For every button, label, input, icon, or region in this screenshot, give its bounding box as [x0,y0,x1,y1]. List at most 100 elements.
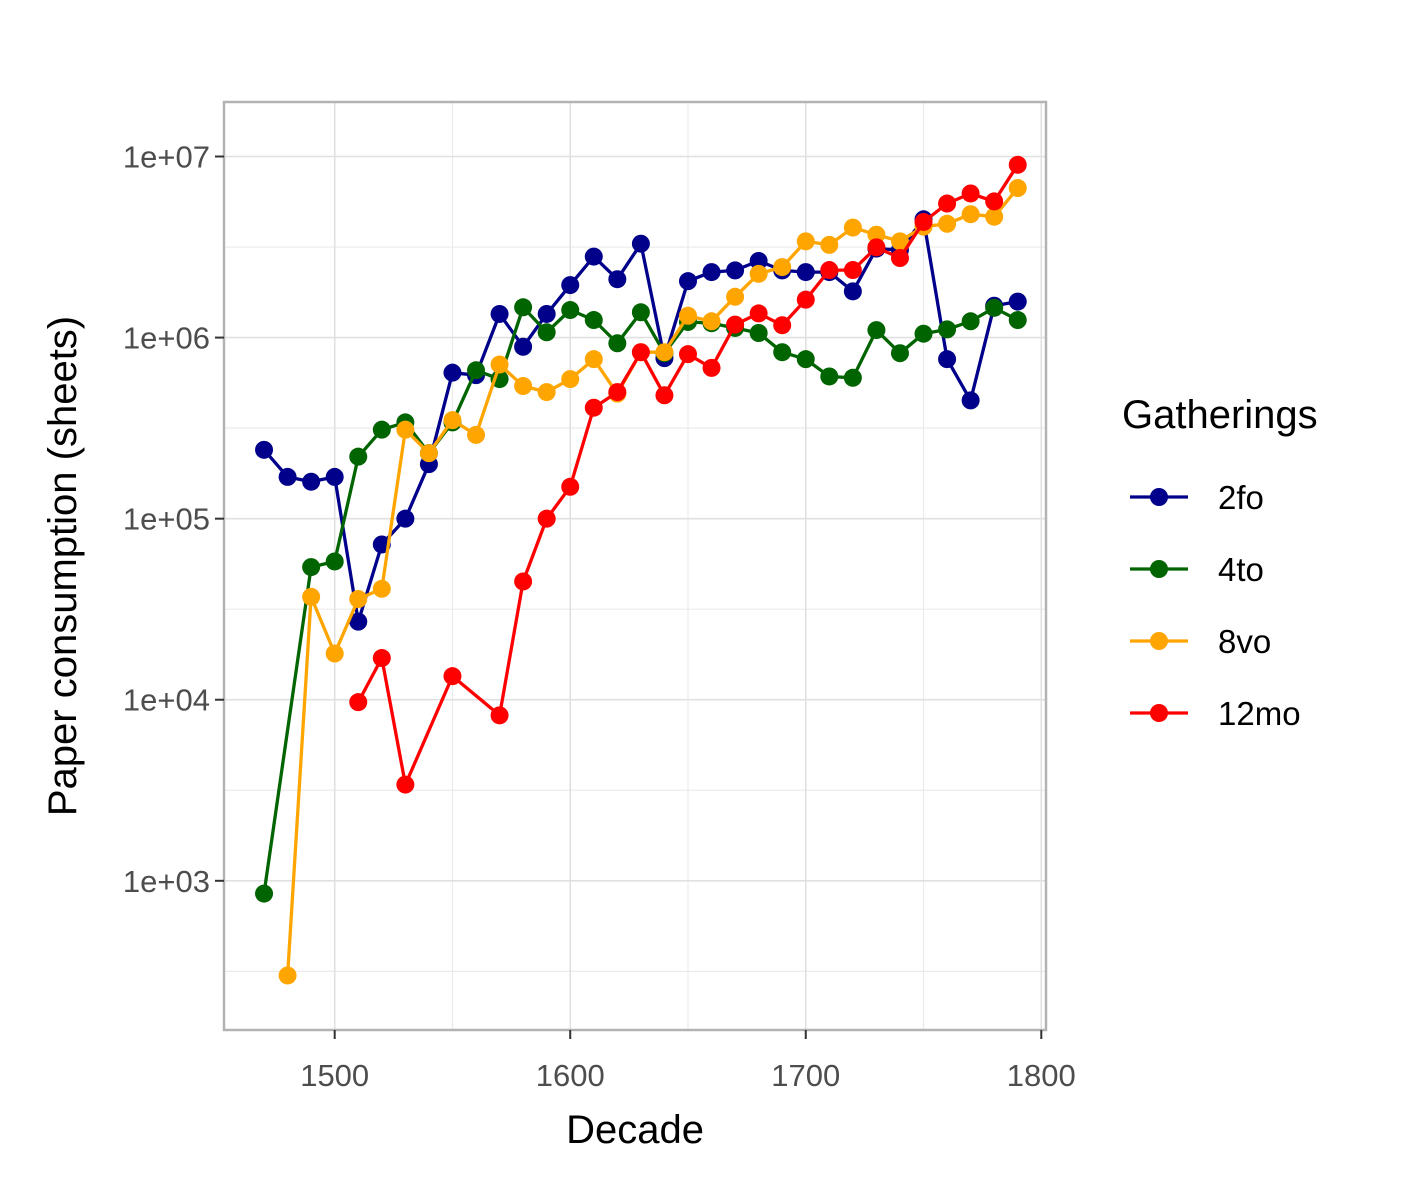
data-point-12mo [890,249,909,268]
x-tick-label: 1800 [1007,1058,1076,1093]
data-point-8vo [537,383,556,402]
data-point-2fo [702,263,721,282]
data-point-8vo [890,232,909,251]
series-8vo [278,179,1027,985]
data-point-2fo [1008,292,1027,311]
data-point-4to [773,343,792,362]
data-point-8vo [655,343,674,362]
y-axis: 1e+03 1e+04 1e+05 1e+06 1e+07 [123,140,224,899]
data-point-4to [914,324,933,343]
legend-item-12mo: 12mo [1130,695,1301,732]
data-point-4to [820,367,839,386]
data-point-4to [985,298,1004,317]
legend-label: 4to [1218,551,1264,588]
data-point-12mo [396,775,415,794]
data-point-12mo [726,315,745,334]
y-tick-label: 1e+04 [123,683,210,718]
data-point-4to [890,344,909,363]
data-point-2fo [796,263,815,282]
data-point-12mo [749,304,768,323]
data-point-2fo [726,261,745,280]
legend-key-point [1150,560,1168,578]
legend-item-2fo: 2fo [1130,479,1264,516]
data-point-12mo [678,345,697,364]
data-point-8vo [302,587,321,606]
data-point-8vo [985,207,1004,226]
data-point-12mo [938,194,957,213]
data-point-12mo [443,667,462,686]
x-axis: 1500 1600 1700 1800 [300,1030,1076,1093]
data-point-12mo [985,192,1004,211]
legend-label: 2fo [1218,479,1264,516]
data-point-12mo [608,383,627,402]
data-point-8vo [467,425,486,444]
data-point-12mo [490,706,509,725]
data-point-4to [796,350,815,369]
series-layer [255,155,1027,985]
data-point-12mo [796,290,815,309]
data-point-12mo [372,649,391,668]
data-point-2fo [255,440,274,459]
data-point-4to [749,324,768,343]
y-tick-label: 1e+05 [123,502,210,537]
data-point-4to [867,321,886,340]
data-point-4to [843,368,862,387]
data-point-2fo [961,391,980,410]
data-point-12mo [867,238,886,257]
data-point-2fo [537,304,556,323]
data-point-12mo [537,509,556,528]
x-axis-title: Decade [566,1108,704,1152]
data-point-4to [631,303,650,322]
data-point-12mo [773,316,792,335]
data-point-2fo [278,467,297,486]
data-point-8vo [443,411,462,430]
legend-key-point [1150,488,1168,506]
data-point-8vo [584,350,603,369]
data-point-2fo [443,363,462,382]
x-tick-label: 1600 [536,1058,605,1093]
data-point-2fo [325,467,344,486]
data-point-4to [938,320,957,339]
data-point-12mo [655,386,674,405]
data-point-8vo [820,235,839,254]
data-point-8vo [514,377,533,396]
y-tick-label: 1e+03 [123,864,210,899]
data-point-8vo [796,232,815,251]
x-tick-label: 1500 [300,1058,369,1093]
y-tick-label: 1e+06 [123,321,210,356]
data-point-2fo [584,247,603,266]
data-point-4to [255,884,274,903]
data-point-8vo [702,312,721,331]
y-axis-title: Paper consumption (sheets) [41,316,85,816]
series-12mo [349,155,1027,794]
legend-key-point [1150,632,1168,650]
data-point-4to [561,301,580,320]
data-point-12mo [349,693,368,712]
legend-item-4to: 4to [1130,551,1264,588]
data-point-12mo [820,261,839,280]
data-point-4to [537,323,556,342]
data-point-12mo [961,184,980,203]
data-point-2fo [678,272,697,291]
data-point-2fo [843,282,862,301]
data-point-2fo [608,270,627,289]
data-point-4to [961,312,980,331]
data-point-2fo [349,612,368,631]
data-point-12mo [702,358,721,377]
data-point-12mo [561,477,580,496]
data-point-2fo [490,304,509,323]
data-point-8vo [961,205,980,224]
legend-label: 12mo [1218,695,1301,732]
legend-label: 8vo [1218,623,1271,660]
data-point-4to [608,334,627,353]
data-point-4to [584,311,603,330]
data-point-2fo [302,472,321,491]
data-point-8vo [1008,179,1027,198]
data-point-8vo [726,287,745,306]
data-point-2fo [631,234,650,253]
data-point-12mo [631,343,650,362]
data-point-8vo [419,444,438,463]
data-point-8vo [490,355,509,374]
